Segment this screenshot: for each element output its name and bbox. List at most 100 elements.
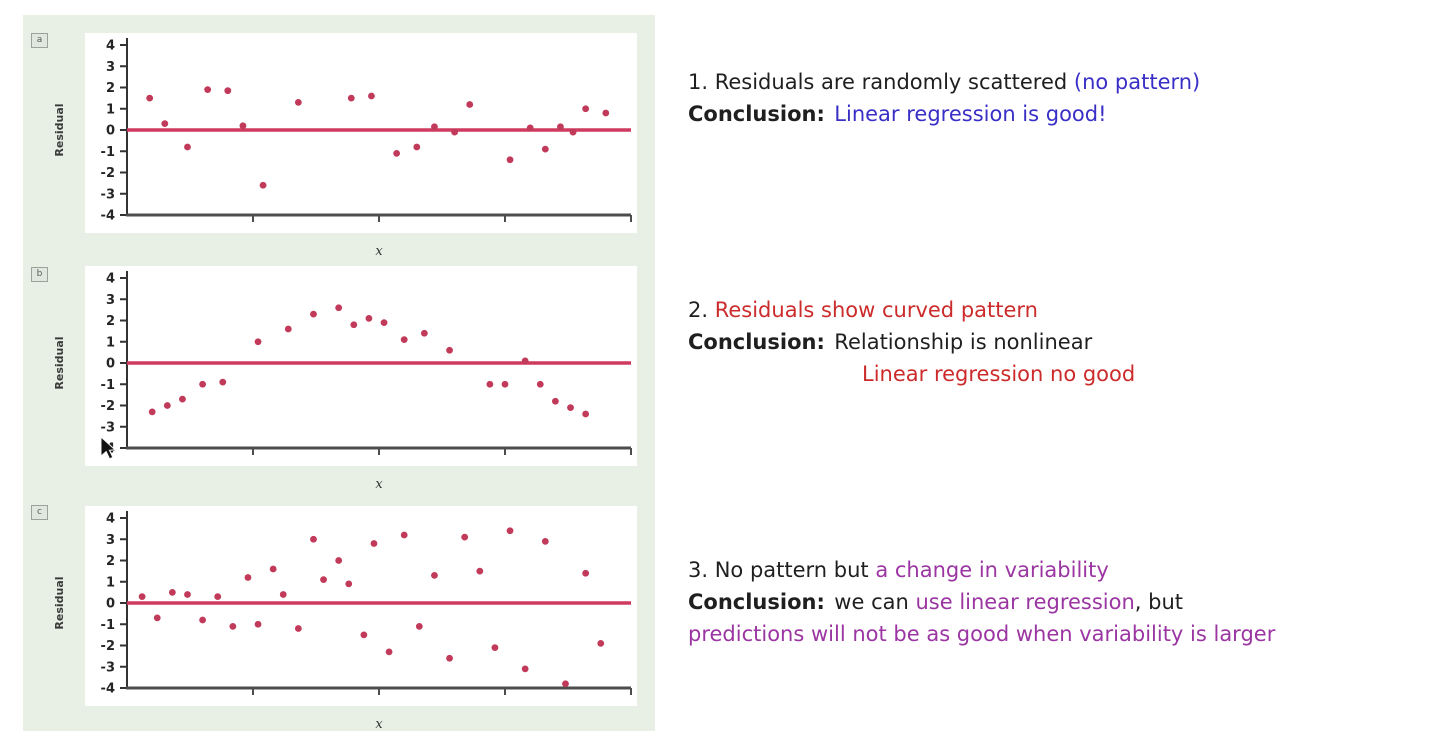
- data-point: [521, 357, 529, 365]
- data-point: [199, 380, 207, 388]
- data-point: [179, 395, 186, 403]
- data-point: [153, 614, 161, 622]
- x-axis-label: x: [375, 244, 383, 259]
- note3-line1-highlight: a change in variability: [875, 558, 1109, 582]
- data-point: [461, 533, 469, 541]
- data-point: [385, 648, 393, 656]
- y-tick-label: -3: [101, 660, 115, 675]
- note3-conclusion-label: Conclusion:: [688, 590, 825, 614]
- data-point: [476, 567, 484, 575]
- y-tick-label: 3: [106, 533, 115, 548]
- data-point: [310, 310, 317, 318]
- data-point: [350, 321, 358, 329]
- mouse-cursor-icon: [100, 437, 117, 460]
- data-point: [254, 620, 262, 628]
- data-point: [335, 304, 343, 312]
- plot-label-c: c: [31, 505, 48, 520]
- data-point: [431, 123, 438, 131]
- y-tick-label: -3: [101, 420, 115, 435]
- y-tick-label: 0: [106, 124, 115, 139]
- data-point: [602, 109, 610, 117]
- y-tick-label: 4: [106, 512, 115, 527]
- data-point: [244, 574, 252, 581]
- note3-conclusion-highlight: use linear regression: [915, 590, 1135, 614]
- y-tick-label: 1: [106, 102, 115, 117]
- y-tick-label: 1: [106, 575, 115, 590]
- data-point: [486, 380, 494, 388]
- y-tick-label: -3: [101, 187, 115, 202]
- y-tick-label: -4: [101, 682, 115, 697]
- data-point: [347, 94, 355, 102]
- data-point: [269, 565, 277, 573]
- data-point: [161, 120, 169, 128]
- data-point: [239, 122, 247, 130]
- data-point: [415, 622, 423, 630]
- y-tick-label: 0: [106, 357, 115, 372]
- note2-line1: 2. Residuals show curved pattern: [688, 294, 1436, 326]
- note2-line3: Linear regression no good: [862, 362, 1136, 386]
- data-point: [557, 123, 564, 131]
- data-point: [582, 410, 590, 418]
- data-point: [506, 527, 514, 535]
- y-tick-label: -1: [101, 618, 115, 633]
- data-point: [310, 535, 317, 543]
- note1-line1: 1. Residuals are randomly scattered (no …: [688, 66, 1436, 98]
- data-point: [541, 537, 549, 545]
- data-point: [562, 680, 569, 688]
- data-point: [204, 86, 212, 94]
- data-point: [393, 149, 401, 157]
- data-point: [184, 591, 191, 598]
- y-tick-label: 2: [106, 554, 115, 569]
- note1-line1-text: 1. Residuals are randomly scattered: [688, 70, 1074, 94]
- data-point: [320, 576, 327, 584]
- data-point: [199, 616, 207, 624]
- data-point: [259, 181, 267, 189]
- data-point: [491, 644, 499, 652]
- note1-conclusion-label: Conclusion:: [688, 102, 825, 126]
- residual-plot-a-svg: 4 3 2 1 0 -1 -2 -3 -4 Residual x: [53, 33, 637, 259]
- note2-conclusion: Conclusion: Relationship is nonlinear: [688, 326, 1436, 358]
- note2-conclusion-label: Conclusion:: [688, 330, 825, 354]
- plot-background: [85, 506, 637, 706]
- data-point: [536, 380, 544, 388]
- data-point: [219, 378, 227, 386]
- data-point: [294, 98, 302, 106]
- y-tick-label: -4: [101, 209, 115, 224]
- note-random-scatter: 1. Residuals are randomly scattered (no …: [688, 66, 1436, 130]
- data-point: [168, 588, 176, 596]
- note1-conclusion-text: Linear regression is good!: [834, 102, 1107, 126]
- plot-label-a: a: [31, 33, 48, 48]
- y-tick-label: -1: [101, 145, 115, 160]
- data-point: [567, 404, 574, 412]
- data-point: [506, 156, 514, 164]
- y-axis-label: Residual: [53, 103, 66, 156]
- y-tick-label: 4: [106, 39, 115, 54]
- data-point: [229, 622, 237, 630]
- note2-line1-highlight: Residuals show curved pattern: [714, 298, 1038, 322]
- data-point: [294, 625, 302, 632]
- data-point: [552, 397, 559, 405]
- data-point: [279, 591, 287, 598]
- plot-background: [85, 266, 637, 466]
- data-point: [413, 143, 421, 151]
- y-tick-label: -1: [101, 378, 115, 393]
- data-point: [368, 92, 375, 100]
- note3-conclusion-text2: , but: [1134, 590, 1184, 614]
- data-point: [446, 346, 453, 354]
- y-tick-label: 3: [106, 293, 115, 308]
- note3-conclusion: Conclusion: we can use linear regression,…: [688, 586, 1436, 618]
- y-axis-label: Residual: [53, 336, 66, 389]
- y-tick-label: 2: [106, 314, 115, 329]
- data-point: [335, 557, 343, 564]
- residual-plots-panel: a 4 3 2 1 0 -1 -2 -3 -4 Residual x b 4 3 2 1 0 -1 -2 -3 -4…: [23, 15, 655, 732]
- data-point: [526, 124, 534, 132]
- note-variability: 3. No pattern but a change in variabilit…: [688, 554, 1436, 650]
- plot-background: [85, 33, 637, 233]
- y-tick-label: 0: [106, 597, 115, 612]
- data-point: [345, 580, 353, 588]
- note3-line1: 3. No pattern but a change in variabilit…: [688, 554, 1436, 586]
- data-point: [541, 145, 549, 153]
- data-point: [138, 593, 146, 601]
